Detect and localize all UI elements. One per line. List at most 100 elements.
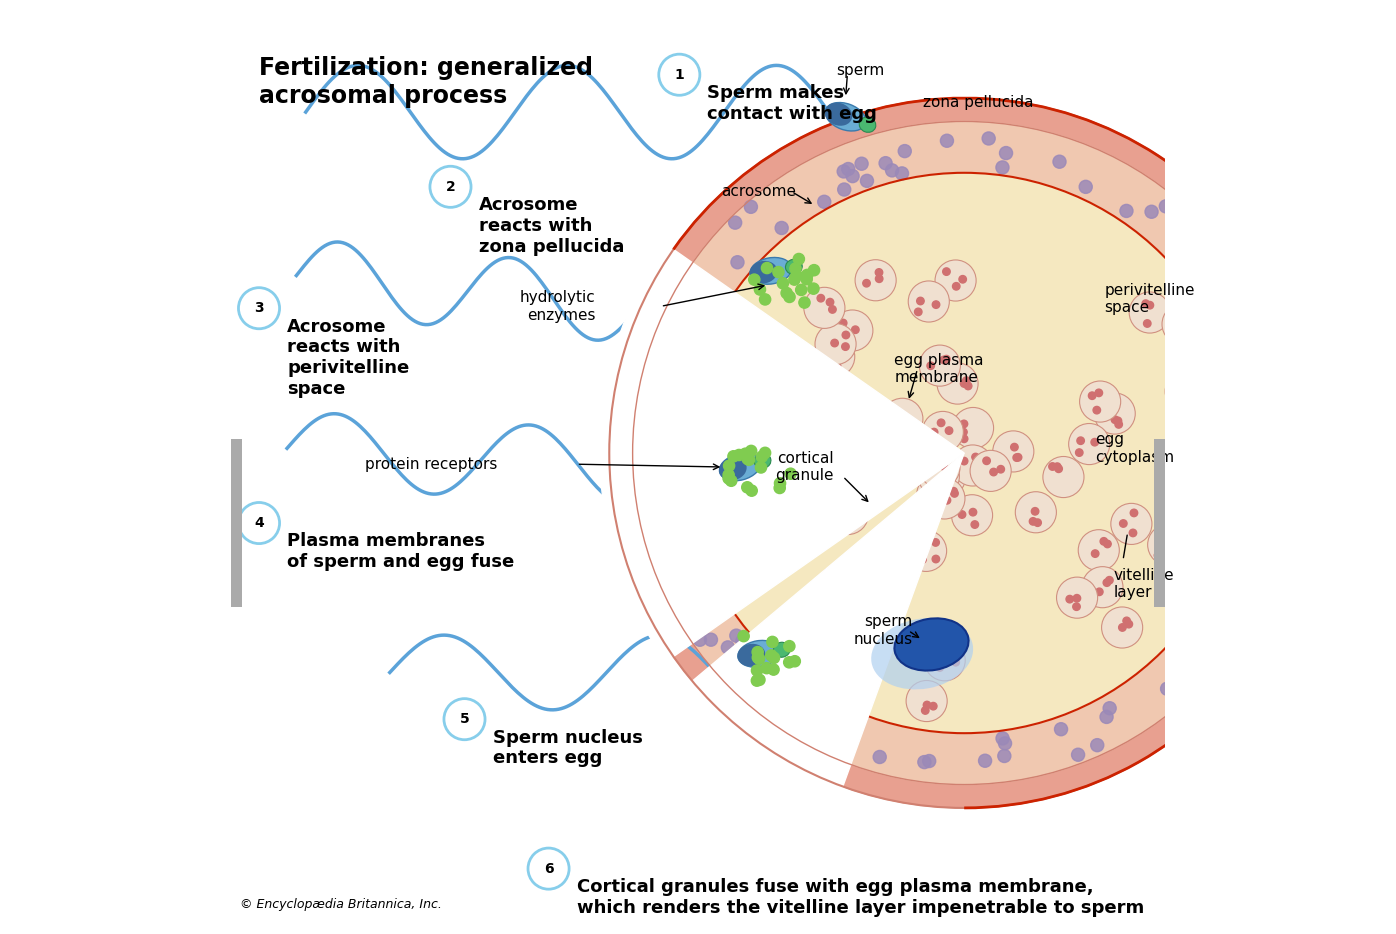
Text: 6: 6 bbox=[544, 862, 553, 875]
Circle shape bbox=[963, 377, 970, 385]
Circle shape bbox=[952, 445, 993, 486]
Circle shape bbox=[952, 658, 959, 666]
Circle shape bbox=[819, 564, 860, 605]
Circle shape bbox=[872, 750, 886, 763]
Circle shape bbox=[979, 754, 991, 767]
Circle shape bbox=[757, 451, 768, 462]
Circle shape bbox=[829, 305, 836, 313]
Circle shape bbox=[1092, 438, 1099, 446]
Circle shape bbox=[863, 279, 870, 287]
Circle shape bbox=[1104, 540, 1111, 547]
Circle shape bbox=[906, 531, 946, 572]
Circle shape bbox=[969, 508, 977, 516]
Circle shape bbox=[965, 382, 972, 389]
Circle shape bbox=[801, 274, 812, 285]
Circle shape bbox=[761, 262, 772, 274]
Circle shape bbox=[1079, 381, 1121, 422]
Circle shape bbox=[785, 291, 796, 303]
Circle shape bbox=[748, 274, 759, 285]
Circle shape bbox=[1114, 417, 1122, 425]
Circle shape bbox=[1178, 234, 1191, 248]
Circle shape bbox=[1043, 457, 1083, 498]
Circle shape bbox=[898, 145, 912, 158]
Ellipse shape bbox=[719, 458, 747, 480]
Circle shape bbox=[924, 640, 965, 681]
Circle shape bbox=[940, 356, 948, 363]
Text: Sperm nucleus
enters egg: Sperm nucleus enters egg bbox=[493, 729, 642, 768]
Circle shape bbox=[817, 294, 825, 302]
Circle shape bbox=[926, 468, 934, 475]
Circle shape bbox=[958, 511, 966, 518]
Circle shape bbox=[995, 732, 1009, 745]
Circle shape bbox=[1166, 371, 1206, 412]
Circle shape bbox=[875, 269, 882, 276]
Circle shape bbox=[1188, 393, 1230, 434]
Circle shape bbox=[1263, 386, 1276, 399]
Circle shape bbox=[1245, 583, 1259, 596]
Circle shape bbox=[1122, 617, 1131, 625]
Circle shape bbox=[1034, 519, 1041, 527]
Circle shape bbox=[1079, 180, 1092, 193]
Circle shape bbox=[1093, 406, 1100, 414]
Circle shape bbox=[730, 630, 743, 643]
Circle shape bbox=[718, 603, 732, 616]
Circle shape bbox=[736, 634, 748, 647]
Circle shape bbox=[842, 163, 854, 176]
Circle shape bbox=[793, 501, 801, 508]
Circle shape bbox=[789, 656, 800, 667]
Circle shape bbox=[944, 497, 951, 504]
Wedge shape bbox=[600, 244, 965, 662]
Circle shape bbox=[847, 517, 854, 525]
Circle shape bbox=[1115, 420, 1122, 428]
Circle shape bbox=[1182, 376, 1189, 384]
Circle shape bbox=[733, 449, 744, 460]
Circle shape bbox=[1178, 530, 1185, 537]
Ellipse shape bbox=[871, 618, 973, 689]
Circle shape bbox=[738, 630, 750, 642]
Circle shape bbox=[1067, 595, 1074, 602]
Circle shape bbox=[658, 489, 671, 502]
Circle shape bbox=[1251, 473, 1265, 486]
Circle shape bbox=[808, 726, 822, 739]
Circle shape bbox=[1103, 579, 1111, 587]
Circle shape bbox=[808, 264, 819, 276]
Circle shape bbox=[755, 461, 766, 473]
Circle shape bbox=[1055, 465, 1062, 473]
Circle shape bbox=[726, 475, 737, 487]
Circle shape bbox=[783, 657, 794, 668]
Circle shape bbox=[1054, 723, 1068, 736]
Circle shape bbox=[845, 333, 852, 341]
Circle shape bbox=[995, 161, 1009, 174]
Circle shape bbox=[1280, 404, 1294, 417]
Circle shape bbox=[702, 301, 715, 314]
Circle shape bbox=[722, 641, 734, 654]
Circle shape bbox=[1263, 433, 1277, 446]
Circle shape bbox=[940, 482, 948, 489]
Circle shape bbox=[933, 556, 940, 563]
Circle shape bbox=[1198, 416, 1205, 423]
Circle shape bbox=[960, 435, 967, 443]
Circle shape bbox=[885, 163, 899, 177]
Circle shape bbox=[1048, 462, 1057, 470]
Circle shape bbox=[940, 462, 948, 470]
Circle shape bbox=[1145, 205, 1159, 219]
Ellipse shape bbox=[737, 644, 765, 666]
Circle shape bbox=[745, 446, 757, 457]
Circle shape bbox=[927, 362, 934, 370]
Circle shape bbox=[972, 453, 980, 460]
Circle shape bbox=[931, 457, 940, 464]
Circle shape bbox=[743, 453, 754, 464]
Circle shape bbox=[1075, 449, 1083, 457]
Circle shape bbox=[917, 297, 924, 304]
Text: perivitelline
space: perivitelline space bbox=[1104, 283, 1195, 315]
Circle shape bbox=[933, 469, 940, 476]
Circle shape bbox=[838, 165, 850, 178]
Circle shape bbox=[949, 488, 958, 495]
Circle shape bbox=[919, 556, 927, 563]
Circle shape bbox=[684, 173, 1244, 733]
Circle shape bbox=[983, 457, 990, 464]
Circle shape bbox=[828, 493, 868, 534]
Circle shape bbox=[1178, 523, 1185, 531]
Circle shape bbox=[838, 505, 845, 513]
Circle shape bbox=[1106, 576, 1113, 584]
